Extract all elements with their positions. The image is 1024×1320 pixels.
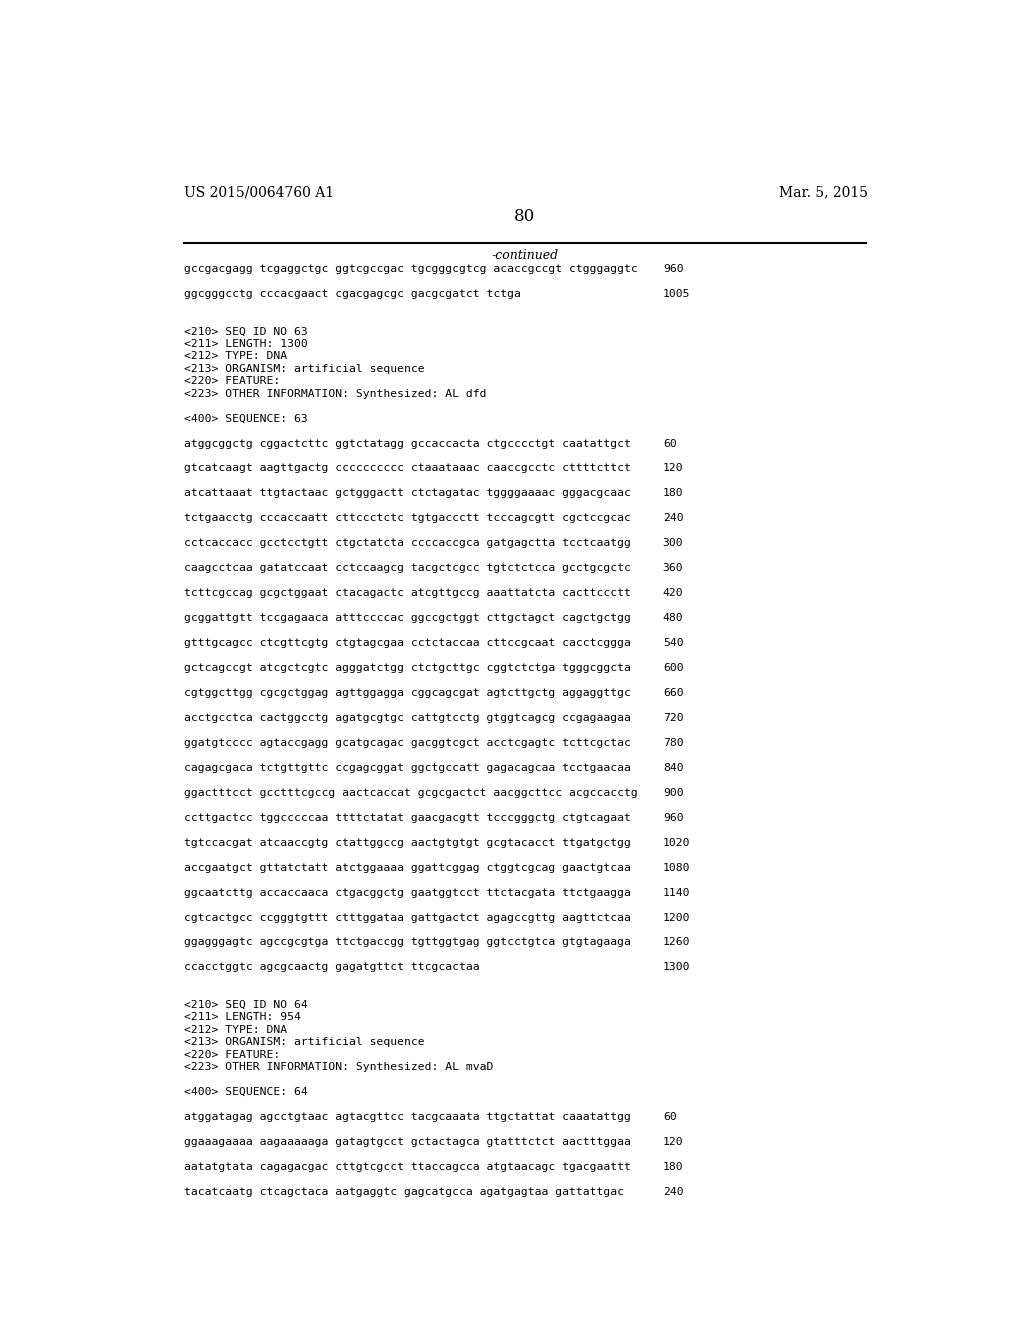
Text: <400> SEQUENCE: 63: <400> SEQUENCE: 63 — [183, 413, 307, 424]
Text: 840: 840 — [663, 763, 683, 772]
Text: <212> TYPE: DNA: <212> TYPE: DNA — [183, 1024, 287, 1035]
Text: 1020: 1020 — [663, 838, 690, 847]
Text: 300: 300 — [663, 539, 683, 548]
Text: <213> ORGANISM: artificial sequence: <213> ORGANISM: artificial sequence — [183, 1038, 424, 1047]
Text: 960: 960 — [663, 264, 683, 273]
Text: <212> TYPE: DNA: <212> TYPE: DNA — [183, 351, 287, 362]
Text: <400> SEQUENCE: 64: <400> SEQUENCE: 64 — [183, 1088, 307, 1097]
Text: US 2015/0064760 A1: US 2015/0064760 A1 — [183, 185, 334, 199]
Text: 1260: 1260 — [663, 937, 690, 948]
Text: <223> OTHER INFORMATION: Synthesized: AL mvaD: <223> OTHER INFORMATION: Synthesized: AL… — [183, 1063, 494, 1072]
Text: 1300: 1300 — [663, 962, 690, 973]
Text: ggagggagtc agccgcgtga ttctgaccgg tgttggtgag ggtcctgtca gtgtagaaga: ggagggagtc agccgcgtga ttctgaccgg tgttggt… — [183, 937, 631, 948]
Text: 1140: 1140 — [663, 887, 690, 898]
Text: 540: 540 — [663, 638, 683, 648]
Text: gccgacgagg tcgaggctgc ggtcgccgac tgcgggcgtcg acaccgccgt ctgggaggtc: gccgacgagg tcgaggctgc ggtcgccgac tgcgggc… — [183, 264, 638, 273]
Text: cgtcactgcc ccgggtgttt ctttggataa gattgactct agagccgttg aagttctcaa: cgtcactgcc ccgggtgttt ctttggataa gattgac… — [183, 912, 631, 923]
Text: 180: 180 — [663, 1162, 683, 1172]
Text: 60: 60 — [663, 438, 677, 449]
Text: <210> SEQ ID NO 64: <210> SEQ ID NO 64 — [183, 999, 307, 1010]
Text: ccttgactcc tggcccccaa ttttctatat gaacgacgtt tcccgggctg ctgtcagaat: ccttgactcc tggcccccaa ttttctatat gaacgac… — [183, 813, 631, 822]
Text: ccacctggtc agcgcaactg gagatgttct ttcgcactaa: ccacctggtc agcgcaactg gagatgttct ttcgcac… — [183, 962, 479, 973]
Text: <213> ORGANISM: artificial sequence: <213> ORGANISM: artificial sequence — [183, 364, 424, 374]
Text: accgaatgct gttatctatt atctggaaaa ggattcggag ctggtcgcag gaactgtcaa: accgaatgct gttatctatt atctggaaaa ggattcg… — [183, 863, 631, 873]
Text: 80: 80 — [514, 209, 536, 226]
Text: acctgcctca cactggcctg agatgcgtgc cattgtcctg gtggtcagcg ccgagaagaa: acctgcctca cactggcctg agatgcgtgc cattgtc… — [183, 713, 631, 723]
Text: <210> SEQ ID NO 63: <210> SEQ ID NO 63 — [183, 326, 307, 337]
Text: <211> LENGTH: 954: <211> LENGTH: 954 — [183, 1012, 301, 1022]
Text: 180: 180 — [663, 488, 683, 499]
Text: ggaaagaaaa aagaaaaaga gatagtgcct gctactagca gtatttctct aactttggaa: ggaaagaaaa aagaaaaaga gatagtgcct gctacta… — [183, 1137, 631, 1147]
Text: ggcgggcctg cccacgaact cgacgagcgc gacgcgatct tctga: ggcgggcctg cccacgaact cgacgagcgc gacgcga… — [183, 289, 520, 298]
Text: ggactttcct gcctttcgccg aactcaccat gcgcgactct aacggcttcc acgccacctg: ggactttcct gcctttcgccg aactcaccat gcgcga… — [183, 788, 638, 797]
Text: <223> OTHER INFORMATION: Synthesized: AL dfd: <223> OTHER INFORMATION: Synthesized: AL… — [183, 388, 486, 399]
Text: 480: 480 — [663, 614, 683, 623]
Text: gtcatcaagt aagttgactg cccccccccc ctaaataaac caaccgcctc cttttcttct: gtcatcaagt aagttgactg cccccccccc ctaaata… — [183, 463, 631, 474]
Text: cctcaccacc gcctcctgtt ctgctatcta ccccaccgca gatgagctta tcctcaatgg: cctcaccacc gcctcctgtt ctgctatcta ccccacc… — [183, 539, 631, 548]
Text: 1200: 1200 — [663, 912, 690, 923]
Text: 720: 720 — [663, 713, 683, 723]
Text: aatatgtata cagagacgac cttgtcgcct ttaccagcca atgtaacagc tgacgaattt: aatatgtata cagagacgac cttgtcgcct ttaccag… — [183, 1162, 631, 1172]
Text: 1005: 1005 — [663, 289, 690, 298]
Text: 240: 240 — [663, 1187, 683, 1197]
Text: 660: 660 — [663, 688, 683, 698]
Text: 120: 120 — [663, 463, 683, 474]
Text: ggatgtcccc agtaccgagg gcatgcagac gacggtcgct acctcgagtc tcttcgctac: ggatgtcccc agtaccgagg gcatgcagac gacggtc… — [183, 738, 631, 748]
Text: gtttgcagcc ctcgttcgtg ctgtagcgaa cctctaccaa cttccgcaat cacctcggga: gtttgcagcc ctcgttcgtg ctgtagcgaa cctctac… — [183, 638, 631, 648]
Text: 240: 240 — [663, 513, 683, 523]
Text: 1080: 1080 — [663, 863, 690, 873]
Text: ggcaatcttg accaccaaca ctgacggctg gaatggtcct ttctacgata ttctgaagga: ggcaatcttg accaccaaca ctgacggctg gaatggt… — [183, 887, 631, 898]
Text: gctcagccgt atcgctcgtc agggatctgg ctctgcttgc cggtctctga tgggcggcta: gctcagccgt atcgctcgtc agggatctgg ctctgct… — [183, 663, 631, 673]
Text: Mar. 5, 2015: Mar. 5, 2015 — [779, 185, 868, 199]
Text: tcttcgccag gcgctggaat ctacagactc atcgttgccg aaattatcta cacttccctt: tcttcgccag gcgctggaat ctacagactc atcgttg… — [183, 589, 631, 598]
Text: tctgaacctg cccaccaatt cttccctctc tgtgaccctt tcccagcgtt cgctccgcac: tctgaacctg cccaccaatt cttccctctc tgtgacc… — [183, 513, 631, 523]
Text: cgtggcttgg cgcgctggag agttggagga cggcagcgat agtcttgctg aggaggttgc: cgtggcttgg cgcgctggag agttggagga cggcagc… — [183, 688, 631, 698]
Text: 960: 960 — [663, 813, 683, 822]
Text: 360: 360 — [663, 564, 683, 573]
Text: tgtccacgat atcaaccgtg ctattggccg aactgtgtgt gcgtacacct ttgatgctgg: tgtccacgat atcaaccgtg ctattggccg aactgtg… — [183, 838, 631, 847]
Text: 60: 60 — [663, 1113, 677, 1122]
Text: -continued: -continued — [492, 249, 558, 263]
Text: atggcggctg cggactcttc ggtctatagg gccaccacta ctgcccctgt caatattgct: atggcggctg cggactcttc ggtctatagg gccacca… — [183, 438, 631, 449]
Text: tacatcaatg ctcagctaca aatgaggtc gagcatgcca agatgagtaa gattattgac: tacatcaatg ctcagctaca aatgaggtc gagcatgc… — [183, 1187, 624, 1197]
Text: <211> LENGTH: 1300: <211> LENGTH: 1300 — [183, 339, 307, 348]
Text: gcggattgtt tccgagaaca atttccccac ggccgctggt cttgctagct cagctgctgg: gcggattgtt tccgagaaca atttccccac ggccgct… — [183, 614, 631, 623]
Text: 120: 120 — [663, 1137, 683, 1147]
Text: atggatagag agcctgtaac agtacgttcc tacgcaaata ttgctattat caaatattgg: atggatagag agcctgtaac agtacgttcc tacgcaa… — [183, 1113, 631, 1122]
Text: <220> FEATURE:: <220> FEATURE: — [183, 1049, 280, 1060]
Text: 600: 600 — [663, 663, 683, 673]
Text: 900: 900 — [663, 788, 683, 797]
Text: 420: 420 — [663, 589, 683, 598]
Text: atcattaaat ttgtactaac gctgggactt ctctagatac tggggaaaac gggacgcaac: atcattaaat ttgtactaac gctgggactt ctctaga… — [183, 488, 631, 499]
Text: <220> FEATURE:: <220> FEATURE: — [183, 376, 280, 387]
Text: 780: 780 — [663, 738, 683, 748]
Text: cagagcgaca tctgttgttc ccgagcggat ggctgccatt gagacagcaa tcctgaacaa: cagagcgaca tctgttgttc ccgagcggat ggctgcc… — [183, 763, 631, 772]
Text: caagcctcaa gatatccaat cctccaagcg tacgctcgcc tgtctctcca gcctgcgctc: caagcctcaa gatatccaat cctccaagcg tacgctc… — [183, 564, 631, 573]
